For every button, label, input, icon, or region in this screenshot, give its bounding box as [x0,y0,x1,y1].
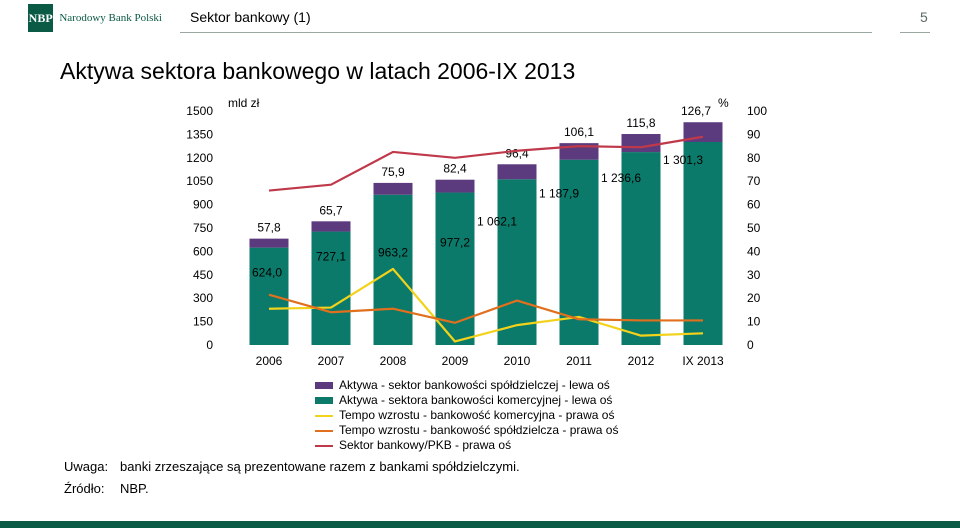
legend-item-coop-bar: Aktywa - sektor bankowości spółdzielczej… [315,378,618,393]
nbp-logo: NBP Narodowy Bank Polski [28,4,162,32]
data-label-commercial: 1 236,6 [601,171,641,185]
x-axis-tick-label: 2006 [256,354,283,368]
bar-commercial [497,179,537,345]
left-axis-tick-label: 1200 [186,151,213,165]
right-axis-tick-label: 0 [747,338,754,352]
data-label-commercial: 1 187,9 [539,187,579,201]
legend-item-gdp-ratio: Sektor bankowy/PKB - prawa oś [315,438,618,453]
line-coop-growth [268,293,703,324]
left-axis-tick-label: 900 [193,198,213,212]
right-axis-tick-label: 30 [747,268,761,282]
data-label-cooperative: 106,1 [564,125,594,139]
right-axis-label: % [718,96,729,110]
right-axis-tick-label: 60 [747,198,761,212]
bar-commercial [683,141,723,345]
bar-commercial [311,231,351,345]
bar-cooperative [621,134,661,153]
page-number-divider [900,32,930,33]
legend-swatch-commercial-growth [315,414,333,417]
x-axis-tick-label: 2008 [380,354,407,368]
note-label: Źródło: [64,481,105,496]
left-axis-tick-label: 1350 [186,127,213,141]
bar-cooperative [373,182,413,195]
right-axis-tick-label: 40 [747,244,761,258]
legend-label: Aktywa - sektor bankowości spółdzielczej… [339,378,610,392]
data-label-commercial: 1 301,3 [663,153,703,167]
note-label: Uwaga: [64,459,109,474]
legend-swatch-coop-growth [315,429,333,432]
left-axis-tick-label: 1050 [186,174,213,188]
right-axis-tick-label: 20 [747,291,761,305]
legend-item-commercial-bar: Aktywa - sektora bankowości komercyjnej … [315,393,618,408]
data-label-cooperative: 82,4 [443,162,467,176]
data-label-cooperative: 115,8 [626,116,655,130]
logo-text: Narodowy Bank Polski [59,12,162,24]
right-axis-tick-label: 80 [747,151,761,165]
bar-commercial [559,159,599,345]
data-label-cooperative: 65,7 [319,203,343,217]
bar-cooperative [249,238,289,248]
logo-mark: NBP [28,4,54,32]
legend-item-commercial-growth: Tempo wzrostu - bankowość komercyjna - p… [315,408,618,423]
legend-label: Tempo wzrostu - bankowość komercyjna - p… [339,408,615,422]
legend-swatch-gdp-ratio [315,444,333,447]
right-axis-tick-label: 50 [747,221,761,235]
legend: Aktywa - sektor bankowości spółdzielczej… [315,378,618,453]
chart-title: Aktywa sektora bankowego w latach 2006-I… [60,58,576,84]
data-label-commercial: 727,1 [316,250,346,264]
bar-cooperative [435,179,475,193]
bar-commercial [621,152,661,345]
x-axis-tick-label: 2007 [318,354,345,368]
bar-cooperative [683,122,723,142]
x-axis-tick-label: 2009 [442,354,469,368]
x-axis-tick-label: IX 2013 [682,354,724,368]
right-axis-tick-label: 70 [747,174,761,188]
data-label-cooperative: 75,9 [381,165,405,179]
left-axis-tick-label: 150 [193,315,213,329]
line-gdp-ratio [268,135,704,192]
line-commercial-growth [268,267,704,343]
left-axis-tick-label: 750 [193,221,213,235]
section-title: Sektor bankowy (1) [190,9,311,25]
note-text: NBP. [120,481,149,496]
legend-label: Aktywa - sektora bankowości komercyjnej … [339,393,613,407]
left-axis-label: mld zł [228,96,260,110]
legend-label: Sektor bankowy/PKB - prawa oś [339,438,512,452]
left-axis-tick-label: 0 [206,338,213,352]
data-label-commercial: 1 062,1 [477,214,517,228]
right-axis-tick-label: 90 [747,127,761,141]
note-text: banki zrzeszające są prezentowane razem … [120,459,520,474]
header-divider [180,32,872,33]
legend-swatch-coop [315,382,333,389]
x-axis-tick-label: 2011 [566,354,592,368]
bar-cooperative [311,221,351,232]
legend-swatch-commercial [315,397,333,404]
data-label-commercial: 963,2 [378,246,408,260]
bar-cooperative [497,164,537,180]
left-axis-tick-label: 1500 [186,104,213,118]
right-axis-tick-label: 10 [747,315,761,329]
left-axis-tick-label: 450 [193,268,213,282]
legend-item-coop-growth: Tempo wzrostu - bankowość spółdzielcza -… [315,423,618,438]
data-label-commercial: 624,0 [252,266,282,280]
x-axis-tick-label: 2010 [504,354,531,368]
x-axis-tick-label: 2012 [628,354,655,368]
footer-bar [0,521,960,528]
data-label-commercial: 977,2 [440,236,470,250]
bar-commercial [249,247,289,345]
page-number: 5 [920,9,928,25]
right-axis-tick-label: 100 [747,104,767,118]
data-label-cooperative: 96,4 [505,146,529,160]
data-label-cooperative: 126,7 [681,104,711,118]
data-label-cooperative: 57,8 [257,221,281,235]
left-axis-tick-label: 600 [193,244,213,258]
legend-label: Tempo wzrostu - bankowość spółdzielcza -… [339,423,619,437]
left-axis-tick-label: 300 [193,291,213,305]
